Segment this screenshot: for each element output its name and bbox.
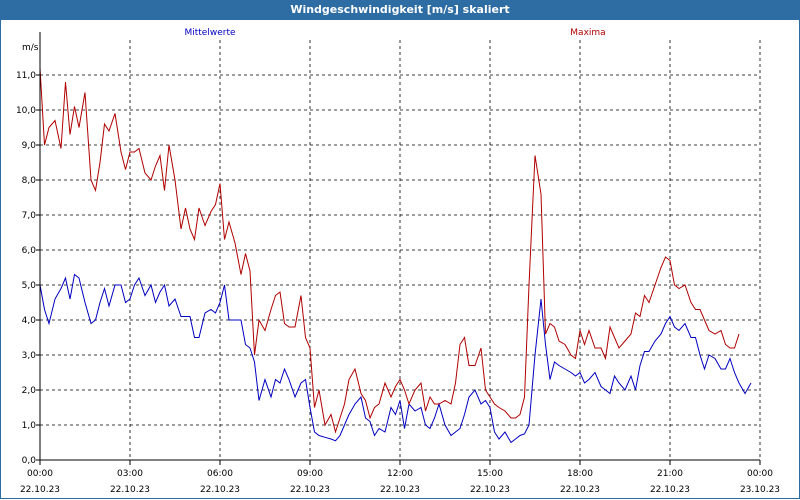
series-lines (39, 67, 752, 444)
legend-mittelwerte: Mittelwerte (184, 28, 235, 38)
y-tick-label: 0,0 (22, 456, 37, 466)
y-tick-label: 4,0 (22, 316, 37, 326)
x-tick-label-date: 22.10.23 (470, 485, 510, 495)
series-line-mittelwerte (39, 273, 752, 444)
y-tick-label: 1,0 (22, 421, 37, 431)
x-tick-label-time: 21:00 (657, 469, 683, 479)
x-tick-label-time: 18:00 (567, 469, 593, 479)
x-tick-label-date: 22.10.23 (650, 485, 690, 495)
x-tick-label-time: 12:00 (387, 469, 413, 479)
x-tick-label-date: 22.10.23 (290, 485, 330, 495)
axes (36, 32, 761, 465)
y-tick-label: 8,0 (22, 176, 37, 186)
x-tick-label-time: 09:00 (297, 469, 323, 479)
y-tick-label: 7,0 (22, 211, 37, 221)
x-tick-label-time: 00:00 (27, 469, 53, 479)
x-tick-label-time: 03:00 (117, 469, 143, 479)
x-tick-label-time: 06:00 (207, 469, 233, 479)
tick-labels: 0,0 1,0 2,0 3,0 4,0 5,0 6,0 7,0 8,0 9,0 10,0 11,0 00… (16, 71, 780, 495)
grid (40, 40, 761, 460)
y-tick-label: 6,0 (22, 246, 37, 256)
y-tick-label: 2,0 (22, 386, 37, 396)
y-tick-label: 10,0 (16, 106, 36, 116)
y-tick-label: 3,0 (22, 351, 37, 361)
chart-title: Windgeschwindigkeit [m/s] skaliert (290, 3, 510, 16)
x-tick-label-time: 15:00 (477, 469, 503, 479)
y-tick-label: 9,0 (22, 141, 37, 151)
x-tick-label-time: 00:00 (747, 469, 773, 479)
x-tick-label-date: 23.10.23 (740, 485, 780, 495)
x-tick-label-date: 22.10.23 (560, 485, 600, 495)
series-line-maxima (39, 67, 740, 434)
legend-maxima: Maxima (570, 28, 605, 38)
y-axis-label: m/s (22, 43, 39, 53)
y-tick-label: 11,0 (16, 71, 36, 81)
x-tick-label-date: 22.10.23 (20, 485, 60, 495)
x-tick-label-date: 22.10.23 (380, 485, 420, 495)
y-tick-label: 5,0 (22, 281, 37, 291)
x-tick-label-date: 22.10.23 (110, 485, 150, 495)
x-tick-label-date: 22.10.23 (200, 485, 240, 495)
chart-title-bar: Windgeschwindigkeit [m/s] skaliert (0, 0, 800, 20)
